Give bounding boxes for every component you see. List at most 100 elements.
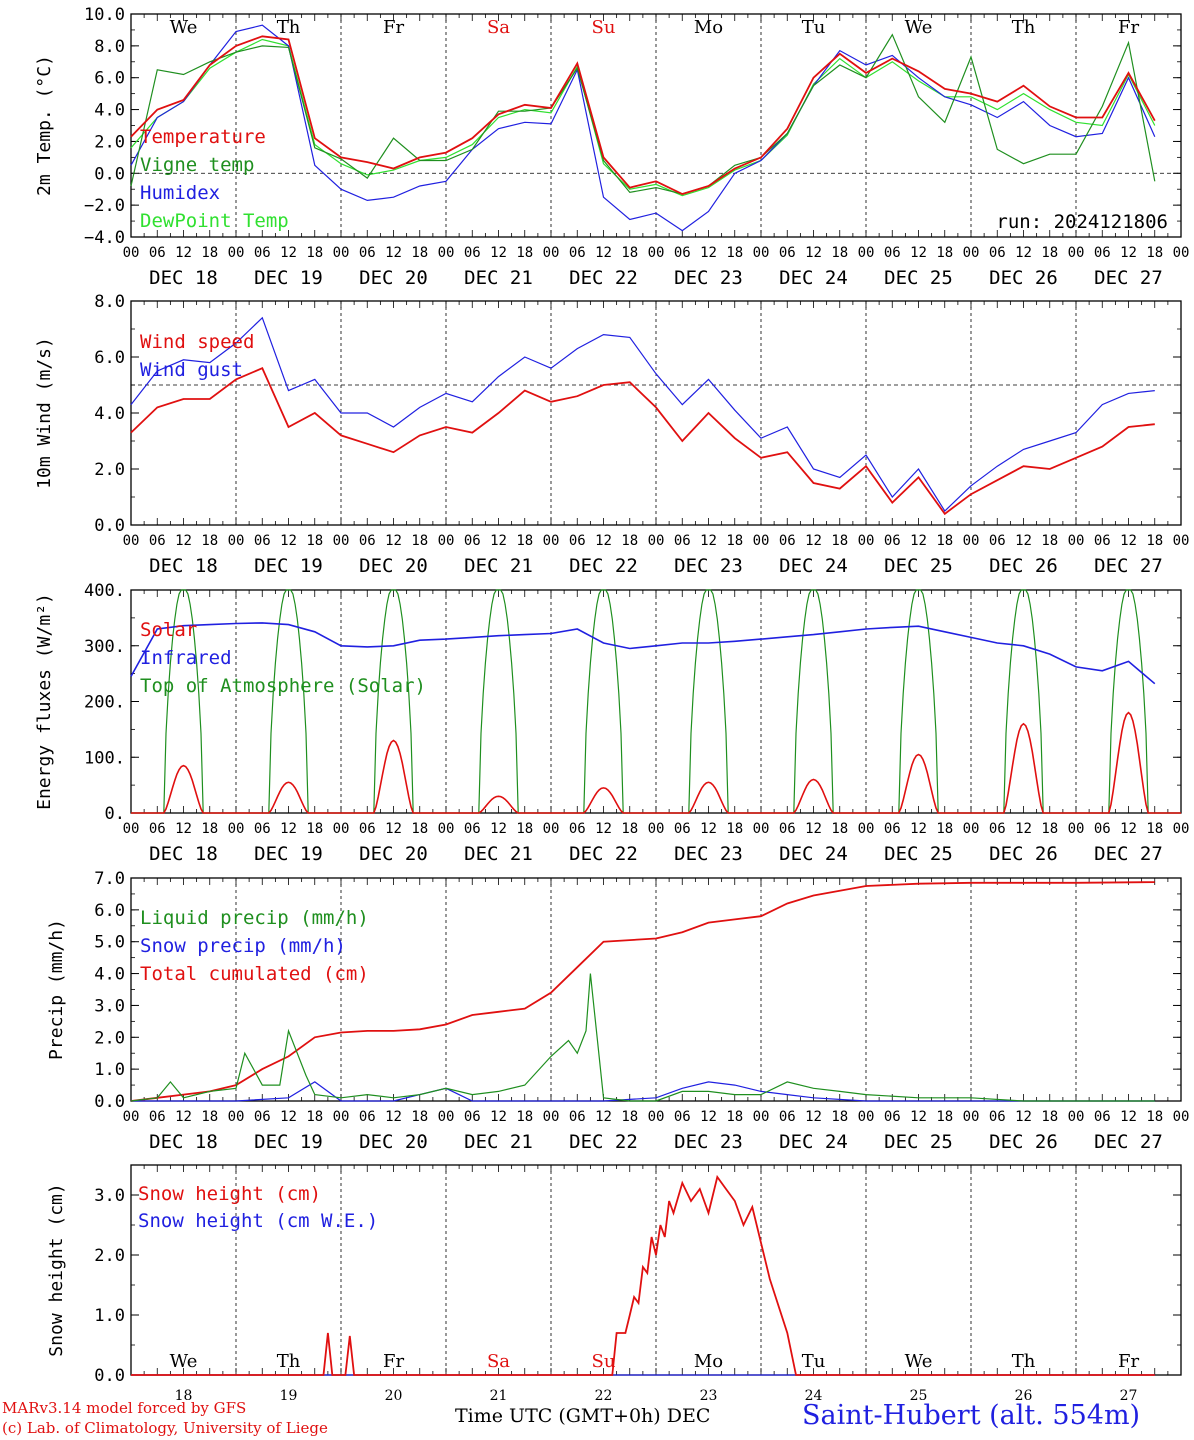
x-hour-label: 00 (648, 533, 665, 549)
x-hour-label: 00 (123, 533, 140, 549)
x-date-label: DEC 21 (464, 1131, 533, 1153)
x-hour-label: 12 (700, 533, 717, 549)
x-date-label: DEC 25 (884, 1131, 953, 1153)
series-line-toa-solar (656, 589, 761, 814)
legend-entry: Liquid precip (mm/h) (140, 907, 369, 929)
x-hour-label: 12 (385, 1109, 402, 1125)
panel-frame (130, 300, 1182, 526)
y-tick-label: 0.0 (94, 516, 125, 536)
x-hour-label: 06 (149, 245, 166, 261)
weekday-label: We (170, 17, 198, 38)
x-hour-label: 18 (831, 245, 848, 261)
x-date-label: DEC 22 (569, 267, 638, 289)
x-hour-label: 00 (858, 245, 875, 261)
x-hour-label: 06 (1094, 533, 1111, 549)
x-hour-label: 00 (333, 1109, 350, 1125)
x-hour-label: 06 (359, 1109, 376, 1125)
x-hour-label: 06 (989, 1109, 1006, 1125)
meteogram: −4.0 −2.0 0.0 2.0 4.0 6.0 8.0 10.0 2m Temp. (°C)… (34, 5, 1189, 1400)
x-hour-label: 12 (595, 1109, 612, 1125)
x-hour-label: 18 (1041, 821, 1058, 837)
x-hour-label: 18 (621, 533, 638, 549)
x-date-label: DEC 25 (884, 843, 953, 865)
x-hour-label: 12 (910, 821, 927, 837)
y-tick-label: 300. (84, 637, 125, 657)
series-line-solar (1076, 711, 1181, 814)
y-tick-label: 5.0 (94, 933, 125, 953)
x-hour-label: 00 (438, 245, 455, 261)
legend-entry: Wind speed (140, 331, 254, 353)
x-hour-label: 06 (569, 1109, 586, 1125)
x-hour-label: 12 (175, 533, 192, 549)
x-date-label: DEC 24 (779, 555, 848, 577)
y-tick-label: 6.0 (94, 69, 125, 89)
weekday-label: Fr (383, 1351, 404, 1372)
weekday-label: Tu (802, 1351, 826, 1372)
x-hour-label: 12 (280, 245, 297, 261)
x-hour-label: 06 (674, 245, 691, 261)
series-line-total-cumulated-cm (130, 881, 1155, 1102)
x-hour-label: 06 (674, 1109, 691, 1125)
x-hour-label: 00 (1068, 1109, 1085, 1125)
x-hour-label: 12 (700, 245, 717, 261)
x-date-label: DEC 18 (149, 555, 218, 577)
x-hour-label: 00 (123, 821, 140, 837)
x-hour-label: 18 (1146, 821, 1163, 837)
y-tick-label: 2.0 (94, 1246, 125, 1266)
x-hour-label: 06 (569, 245, 586, 261)
x-hour-label: 06 (149, 821, 166, 837)
x-date-label: DEC 26 (989, 555, 1058, 577)
x-hour-label: 00 (1068, 245, 1085, 261)
x-date-label: DEC 19 (254, 843, 323, 865)
x-hour-label: 18 (726, 533, 743, 549)
series-line-toa-solar (866, 589, 971, 814)
y-tick-label: 2.0 (94, 460, 125, 480)
x-date-label: DEC 25 (884, 267, 953, 289)
x-date-label: DEC 18 (149, 1131, 218, 1153)
x-hour-label: 12 (700, 821, 717, 837)
x-hour-label: 12 (1120, 1109, 1137, 1125)
x-hour-label: 06 (779, 533, 796, 549)
x-hour-label: 12 (700, 1109, 717, 1125)
legend-entry: Wind gust (140, 359, 243, 381)
x-hour-label: 00 (333, 245, 350, 261)
x-day-number: 23 (700, 1388, 718, 1400)
x-hour-label: 18 (831, 821, 848, 837)
x-hour-label: 12 (490, 1109, 507, 1125)
x-hour-label: 12 (805, 245, 822, 261)
y-tick-label: 1.0 (94, 1060, 125, 1080)
x-hour-label: 12 (595, 245, 612, 261)
x-hour-label: 12 (595, 533, 612, 549)
weekday-label: Fr (383, 17, 404, 38)
legend-entry: DewPoint Temp (140, 210, 289, 232)
x-hour-label: 18 (621, 821, 638, 837)
x-hour-label: 18 (306, 821, 323, 837)
x-hour-label: 06 (884, 821, 901, 837)
y-axis-label: Snow height (cm) (46, 1183, 67, 1356)
panel-frame (130, 589, 1182, 814)
x-hour-label: 06 (884, 1109, 901, 1125)
y-tick-label: 0. (105, 804, 125, 824)
series-line-snow-height-cm (131, 1174, 1155, 1376)
weekday-label: Sa (487, 17, 510, 38)
x-day-number: 18 (175, 1388, 193, 1400)
legend-entry: Snow height (cm) (138, 1183, 321, 1205)
x-hour-label: 18 (516, 533, 533, 549)
x-hour-label: 12 (280, 821, 297, 837)
x-hour-label: 12 (175, 1109, 192, 1125)
x-date-label: DEC 19 (254, 555, 323, 577)
x-hour-label: 06 (1094, 821, 1111, 837)
x-date-label: DEC 20 (359, 555, 428, 577)
x-hour-label: 06 (254, 1109, 271, 1125)
x-hour-label: 00 (543, 821, 560, 837)
x-hour-label: 00 (543, 533, 560, 549)
x-hour-label: 12 (805, 533, 822, 549)
x-date-label: DEC 22 (569, 843, 638, 865)
y-tick-label: 8.0 (94, 292, 125, 312)
series-line-wind-speed (130, 367, 1155, 516)
x-hour-label: 00 (438, 1109, 455, 1125)
y-axis-label: Precip (mm/h) (46, 919, 67, 1060)
panel-2: 0.0 2.0 4.0 6.0 8.0 10m Wind (m/s) 00 06 12 18 DEC… (34, 292, 1189, 577)
x-hour-label: 18 (831, 1109, 848, 1125)
